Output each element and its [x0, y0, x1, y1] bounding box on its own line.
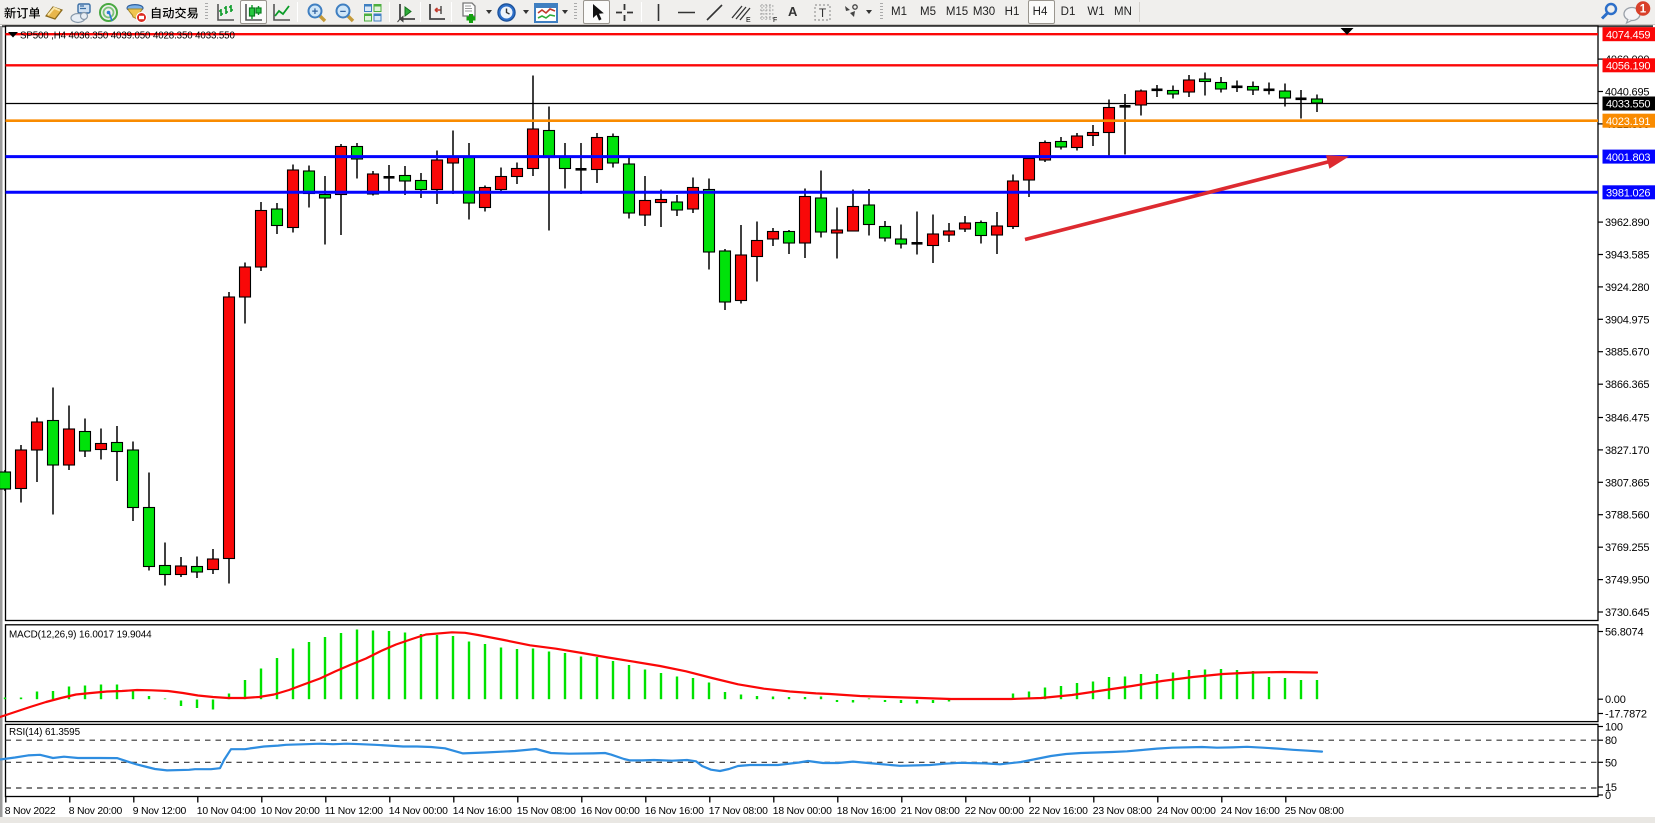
svg-text:3885.670: 3885.670	[1605, 347, 1649, 359]
svg-text:4056.190: 4056.190	[1606, 61, 1650, 73]
svg-text:17 Nov 08:00: 17 Nov 08:00	[709, 806, 768, 817]
svg-text:9 Nov 12:00: 9 Nov 12:00	[133, 806, 187, 817]
svg-text:3769.255: 3769.255	[1605, 542, 1649, 554]
svg-text:+: +	[312, 6, 318, 18]
svg-text:4040.695: 4040.695	[1605, 87, 1649, 99]
svg-text:3924.280: 3924.280	[1605, 282, 1649, 294]
svg-text:1: 1	[1640, 4, 1647, 16]
svg-text:3981.026: 3981.026	[1606, 188, 1650, 200]
svg-text:25 Nov 08:00: 25 Nov 08:00	[1285, 806, 1344, 817]
svg-text:24 Nov 00:00: 24 Nov 00:00	[1157, 806, 1216, 817]
svg-text:−: −	[340, 6, 346, 18]
svg-text:F: F	[773, 17, 777, 23]
svg-text:100: 100	[1605, 722, 1623, 734]
svg-text:3866.365: 3866.365	[1605, 379, 1649, 391]
svg-text:4033.550: 4033.550	[1606, 99, 1650, 111]
svg-text:22 Nov 16:00: 22 Nov 16:00	[1029, 806, 1088, 817]
svg-text:11 Nov 12:00: 11 Nov 12:00	[325, 806, 384, 817]
svg-text:4001.803: 4001.803	[1606, 152, 1650, 164]
svg-text:8 Nov 20:00: 8 Nov 20:00	[69, 806, 123, 817]
svg-text:3827.170: 3827.170	[1605, 445, 1649, 457]
svg-text:14 Nov 00:00: 14 Nov 00:00	[389, 806, 448, 817]
svg-text:56.8074: 56.8074	[1605, 627, 1643, 639]
svg-text:10 Nov 04:00: 10 Nov 04:00	[197, 806, 256, 817]
svg-text:-17.7872: -17.7872	[1605, 709, 1647, 721]
svg-text:3943.585: 3943.585	[1605, 250, 1649, 262]
svg-text:3749.950: 3749.950	[1605, 575, 1649, 587]
svg-text:14 Nov 16:00: 14 Nov 16:00	[453, 806, 512, 817]
svg-text:18 Nov 16:00: 18 Nov 16:00	[837, 806, 896, 817]
svg-text:4023.191: 4023.191	[1606, 116, 1650, 128]
svg-text:21 Nov 08:00: 21 Nov 08:00	[901, 806, 960, 817]
svg-text:0.00: 0.00	[1605, 694, 1626, 706]
svg-text:3904.975: 3904.975	[1605, 314, 1649, 326]
svg-text:E: E	[746, 17, 751, 23]
svg-text:MACD(12,26,9) 16.0017 19.9044: MACD(12,26,9) 16.0017 19.9044	[9, 630, 152, 641]
svg-text:3846.475: 3846.475	[1605, 413, 1649, 425]
svg-text:80: 80	[1605, 735, 1617, 747]
svg-text:3788.560: 3788.560	[1605, 510, 1649, 522]
svg-text:24 Nov 16:00: 24 Nov 16:00	[1221, 806, 1280, 817]
svg-text:0: 0	[1605, 790, 1611, 802]
svg-text:22 Nov 00:00: 22 Nov 00:00	[965, 806, 1024, 817]
svg-text:T: T	[819, 6, 827, 20]
svg-text:16 Nov 00:00: 16 Nov 00:00	[581, 806, 640, 817]
svg-text:RSI(14) 61.3595: RSI(14) 61.3595	[9, 727, 81, 738]
svg-text:3730.645: 3730.645	[1605, 607, 1649, 619]
svg-text:15 Nov 08:00: 15 Nov 08:00	[517, 806, 576, 817]
svg-text:10 Nov 20:00: 10 Nov 20:00	[261, 806, 320, 817]
svg-text:8 Nov 2022: 8 Nov 2022	[5, 806, 56, 817]
svg-text:3807.865: 3807.865	[1605, 477, 1649, 489]
svg-text:4074.459: 4074.459	[1606, 29, 1650, 41]
svg-text:50: 50	[1605, 757, 1617, 769]
svg-text:15: 15	[1605, 782, 1617, 794]
svg-text:3962.890: 3962.890	[1605, 217, 1649, 229]
svg-text:16 Nov 16:00: 16 Nov 16:00	[645, 806, 704, 817]
svg-text:23 Nov 08:00: 23 Nov 08:00	[1093, 806, 1152, 817]
svg-text:SP500 ,H4 4036.350 4039.050 4: SP500 ,H4 4036.350 4039.050 4028.350 403…	[20, 31, 235, 42]
svg-text:18 Nov 00:00: 18 Nov 00:00	[773, 806, 832, 817]
